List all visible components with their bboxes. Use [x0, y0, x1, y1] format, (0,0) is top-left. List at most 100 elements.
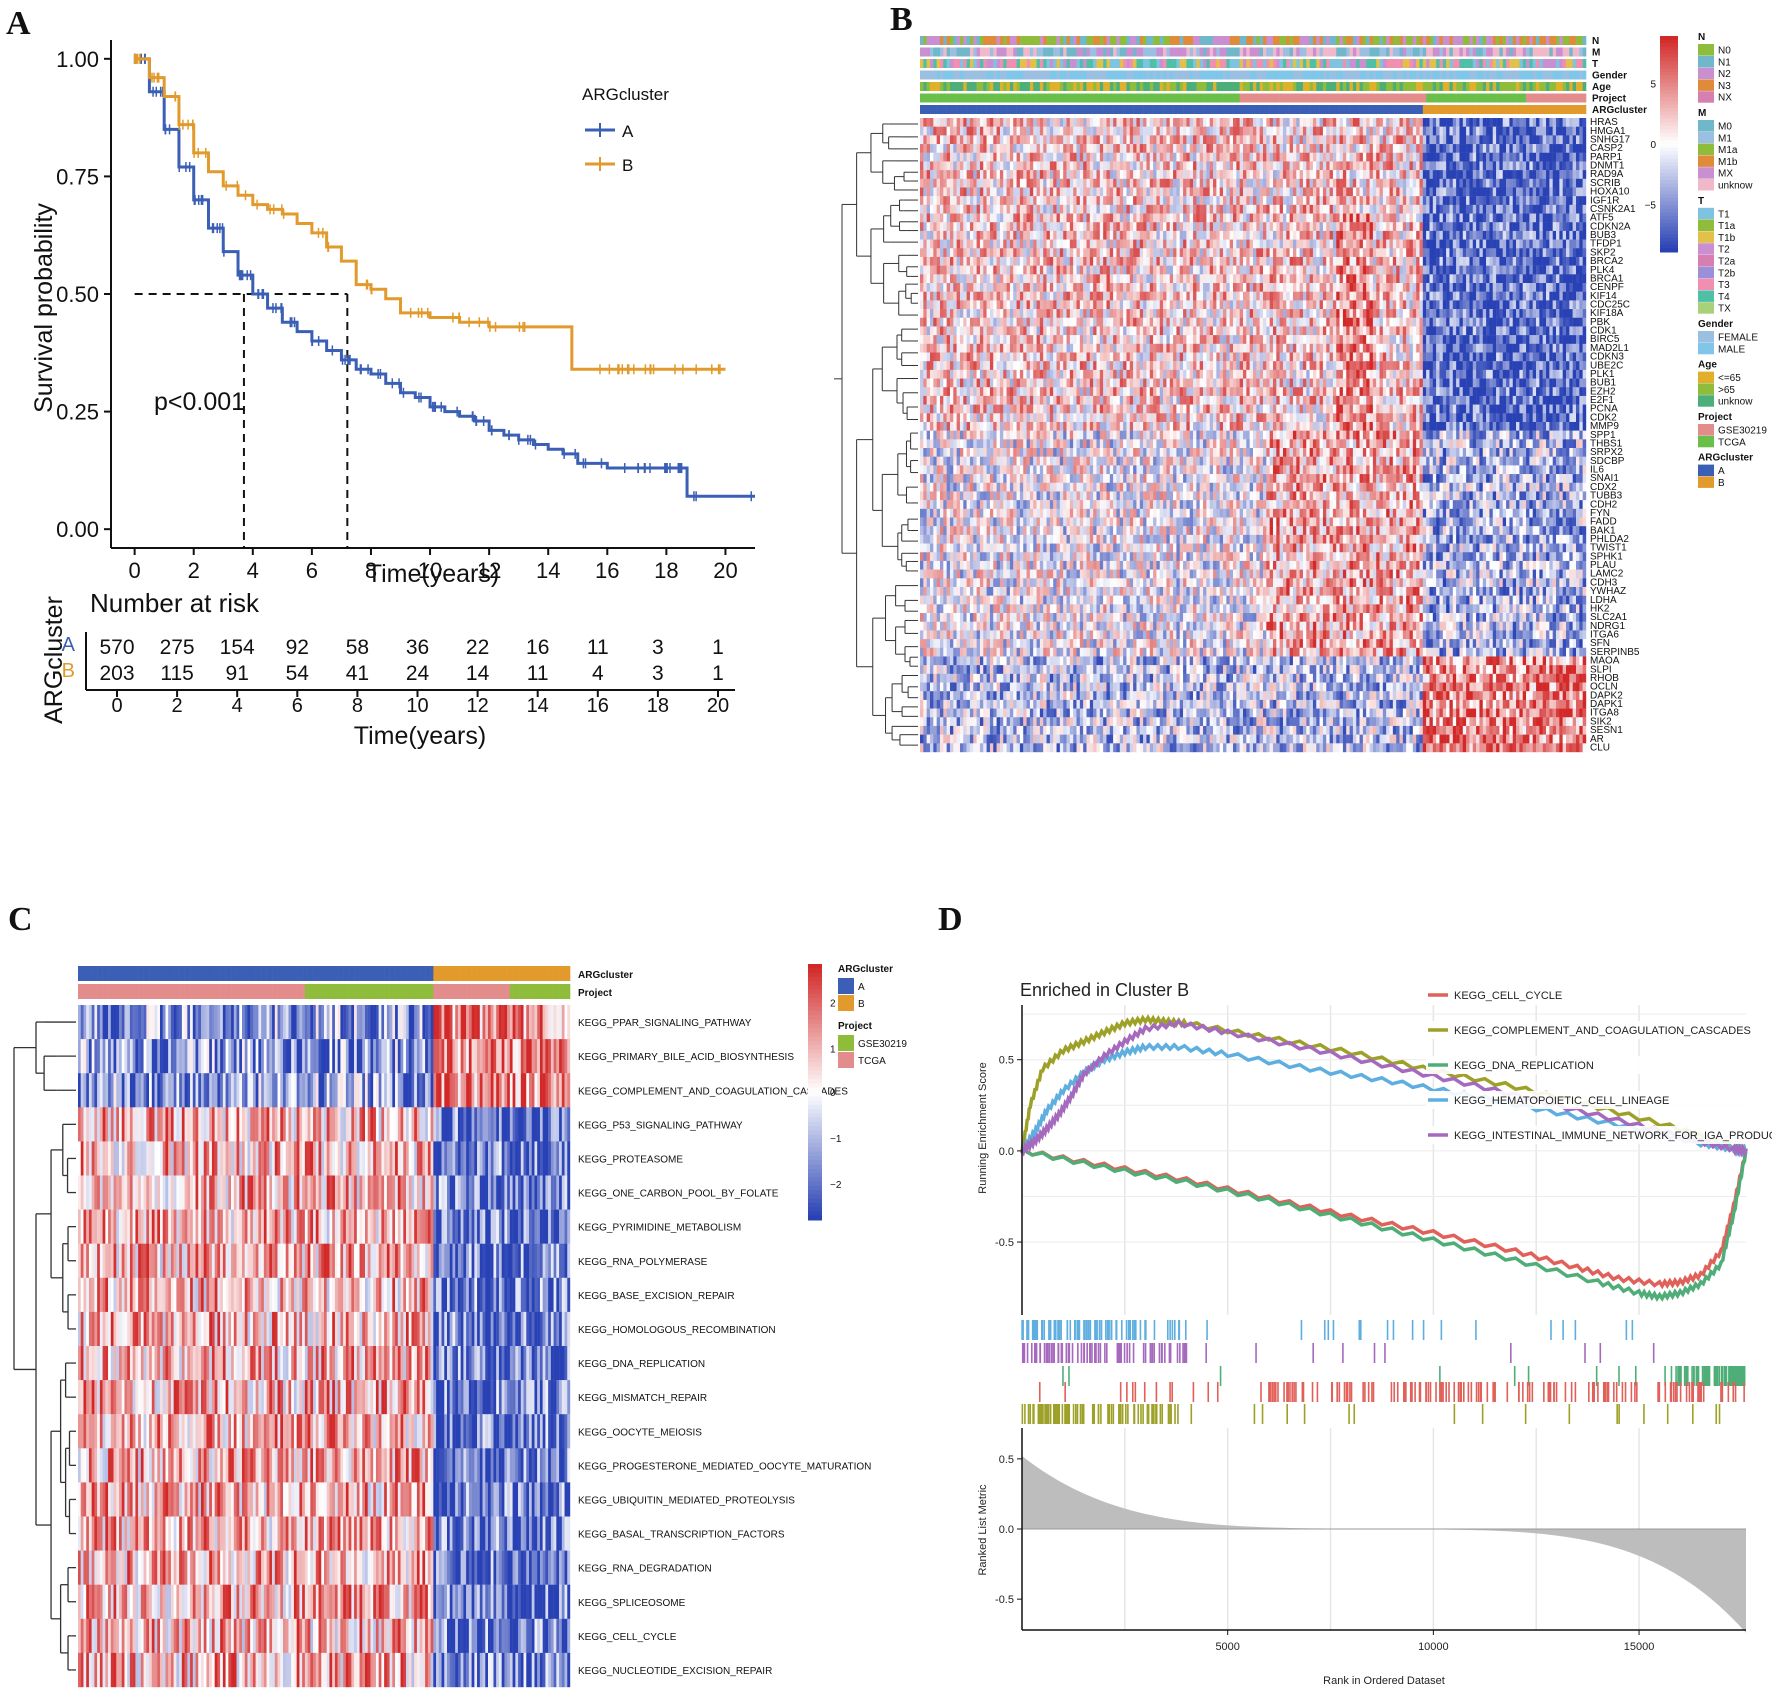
annotation-cell — [1246, 36, 1250, 45]
heat-cell — [1579, 239, 1583, 249]
heat-cell — [1262, 204, 1267, 214]
annotation-cell — [1509, 36, 1514, 45]
heat-cell — [1572, 204, 1577, 214]
heat-cell — [1019, 222, 1024, 232]
heat-cell — [1479, 144, 1483, 153]
annotation-cell — [1236, 59, 1240, 68]
annotation-cell — [1549, 59, 1553, 68]
heat-cell — [1036, 213, 1041, 223]
heat-cell — [996, 144, 1001, 153]
heat-cell — [1149, 161, 1154, 171]
heat-cell — [979, 135, 984, 145]
annotation-cell — [1406, 36, 1410, 45]
heat-cell — [1279, 144, 1284, 153]
heat-cell — [1426, 187, 1430, 197]
heat-cell — [1089, 161, 1094, 171]
heat-cell — [1582, 126, 1587, 136]
heat-cell — [1069, 222, 1074, 232]
risk-time-label: 0 — [111, 695, 122, 717]
heat-cell — [1469, 178, 1473, 188]
heat-cell — [1216, 230, 1220, 240]
annotation-cell — [1426, 70, 1430, 80]
annotation-cell — [1546, 59, 1550, 68]
annotation-cell — [1562, 82, 1567, 91]
heat-cell — [1509, 161, 1513, 171]
heat-cell — [1539, 230, 1543, 240]
annotation-cell — [1106, 70, 1111, 80]
heat-cell — [1189, 135, 1194, 145]
annotation-cell — [1379, 47, 1384, 57]
heat-cell — [1566, 187, 1570, 197]
annotation-cell — [1492, 70, 1497, 80]
annotation-cell — [1329, 36, 1334, 45]
heat-cell — [1309, 170, 1314, 179]
heat-cell — [1083, 222, 1087, 232]
annotation-cell — [939, 105, 944, 114]
annotation-cell — [1546, 82, 1550, 91]
heat-cell — [1223, 196, 1227, 206]
annotation-cell — [1336, 47, 1340, 57]
heat-cell — [1492, 170, 1497, 179]
heat-cell — [1336, 118, 1340, 127]
heat-cell — [1452, 152, 1457, 162]
heat-cell — [1189, 161, 1194, 171]
heat-cell — [1043, 248, 1047, 258]
heat-cell — [1432, 239, 1437, 249]
heat-cell — [1209, 161, 1214, 171]
heat-cell — [1113, 222, 1117, 232]
annotation-cell — [1469, 47, 1474, 57]
annotation-cell — [1269, 36, 1274, 45]
heat-cell — [1549, 178, 1553, 188]
annotation-cell — [1286, 93, 1290, 103]
annotation-cell — [1223, 47, 1227, 57]
annotation-cell — [1579, 36, 1583, 45]
heat-cell — [1029, 118, 1034, 127]
heat-cell — [1319, 196, 1324, 206]
heat-cell — [1499, 239, 1503, 249]
heat-cell — [1053, 118, 1057, 127]
heat-cell — [1096, 118, 1101, 127]
heat-cell — [1296, 170, 1300, 179]
heat-cell — [1429, 126, 1434, 136]
heat-cell — [1506, 135, 1510, 145]
heat-cell — [1206, 118, 1210, 127]
heat-cell — [1476, 161, 1480, 171]
annotation-cell — [1049, 93, 1054, 103]
annotation-cell — [1079, 47, 1084, 57]
heat-cell — [1133, 178, 1137, 188]
annotation-cell — [1179, 59, 1184, 68]
annotation-cell — [1366, 93, 1370, 103]
annotation-cell — [1426, 105, 1430, 114]
heat-cell — [1243, 187, 1247, 197]
annotation-cell — [1033, 36, 1037, 45]
heat-cell — [1552, 187, 1557, 197]
heat-cell — [1549, 239, 1553, 249]
risk-cell: 22 — [466, 636, 489, 659]
heat-cell — [1566, 126, 1570, 136]
heat-cell — [1049, 204, 1054, 214]
heat-cell — [1276, 222, 1280, 232]
heat-cell — [1096, 126, 1101, 136]
annotation-cell — [1213, 70, 1217, 80]
heat-cell — [1103, 213, 1107, 223]
heat-cell — [1496, 170, 1500, 179]
annotation-cell — [1406, 47, 1410, 57]
heat-cell — [1286, 178, 1290, 188]
heat-cell — [969, 135, 974, 145]
annotation-cell — [1499, 82, 1504, 91]
heat-cell — [1452, 239, 1457, 249]
annotation-cell — [1036, 105, 1041, 114]
heat-cell — [1189, 230, 1194, 240]
annotation-cell — [1143, 70, 1147, 80]
heat-cell — [1426, 170, 1430, 179]
heat-cell — [1519, 196, 1523, 206]
annotation-cell — [1349, 82, 1354, 91]
annotation-cell — [1043, 93, 1047, 103]
heat-cell — [1402, 187, 1407, 197]
heat-cell — [1126, 248, 1130, 258]
annotation-cell — [1119, 36, 1124, 45]
annotation-cell — [1243, 36, 1247, 45]
heat-cell — [1562, 126, 1567, 136]
heat-cell — [1402, 135, 1407, 145]
annotation-cell — [953, 70, 957, 80]
